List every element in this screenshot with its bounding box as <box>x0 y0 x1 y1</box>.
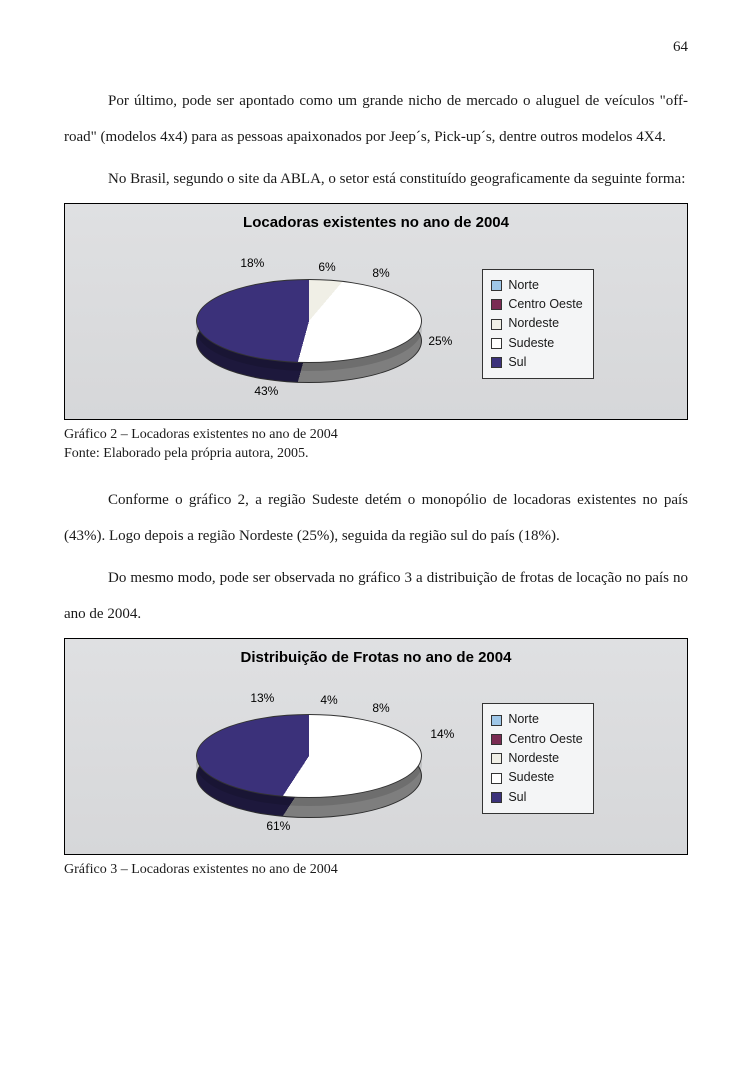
legend-label: Norte <box>508 276 539 295</box>
legend-item: Nordeste <box>491 749 582 768</box>
legend-item: Norte <box>491 276 582 295</box>
swatch-icon <box>491 773 502 784</box>
chart-2-label-norte: 4% <box>320 694 337 706</box>
chart-2-frame: Distribuição de Frotas no ano de 2004 13… <box>64 638 688 855</box>
chart-1-frame: Locadoras existentes no ano de 2004 18% … <box>64 203 688 420</box>
chart-2-caption: Gráfico 3 – Locadoras existentes no ano … <box>64 861 688 880</box>
chart-1-label-sul: 18% <box>240 257 264 269</box>
paragraph-2: No Brasil, segundo o site da ABLA, o set… <box>64 161 688 197</box>
legend-label: Sul <box>508 788 526 807</box>
swatch-icon <box>491 319 502 330</box>
legend-label: Nordeste <box>508 314 559 333</box>
swatch-icon <box>491 299 502 310</box>
swatch-icon <box>491 280 502 291</box>
swatch-icon <box>491 734 502 745</box>
chart-1-caption: Gráfico 2 – Locadoras existentes no ano … <box>64 426 688 464</box>
paragraph-3: Conforme o gráfico 2, a região Sudeste d… <box>64 482 688 554</box>
legend-item: Sudeste <box>491 334 582 353</box>
chart-2-title: Distribuição de Frotas no ano de 2004 <box>75 647 677 668</box>
chart-2-label-sudeste: 61% <box>266 820 290 832</box>
chart-1-label-nordeste: 25% <box>428 335 452 347</box>
chart-2-body: 13% 4% 8% 14% 61% Norte Centro Oeste Nor… <box>75 674 677 844</box>
chart-1-pie: 18% 6% 8% 25% 43% <box>158 239 458 409</box>
legend-item: Sudeste <box>491 768 582 787</box>
legend-item: Centro Oeste <box>491 295 582 314</box>
caption-line: Fonte: Elaborado pela própria autora, 20… <box>64 445 688 464</box>
legend-label: Sudeste <box>508 768 554 787</box>
swatch-icon <box>491 753 502 764</box>
legend-label: Nordeste <box>508 749 559 768</box>
swatch-icon <box>491 338 502 349</box>
chart-1-label-sudeste: 43% <box>254 385 278 397</box>
chart-1-title: Locadoras existentes no ano de 2004 <box>75 212 677 233</box>
legend-item: Nordeste <box>491 314 582 333</box>
chart-2-label-nordeste: 14% <box>430 728 454 740</box>
swatch-icon <box>491 357 502 368</box>
legend-label: Centro Oeste <box>508 295 582 314</box>
caption-line: Gráfico 2 – Locadoras existentes no ano … <box>64 426 688 445</box>
legend-label: Sudeste <box>508 334 554 353</box>
swatch-icon <box>491 715 502 726</box>
legend-label: Norte <box>508 710 539 729</box>
legend-item: Sul <box>491 788 582 807</box>
chart-1-label-co: 8% <box>372 267 389 279</box>
swatch-icon <box>491 792 502 803</box>
legend-label: Centro Oeste <box>508 730 582 749</box>
paragraph-4: Do mesmo modo, pode ser observada no grá… <box>64 560 688 632</box>
paragraph-1: Por último, pode ser apontado como um gr… <box>64 83 688 155</box>
chart-2-label-sul: 13% <box>250 692 274 704</box>
page-number: 64 <box>64 40 688 55</box>
chart-2-legend: Norte Centro Oeste Nordeste Sudeste Sul <box>482 703 593 814</box>
chart-1-label-norte: 6% <box>318 261 335 273</box>
legend-item: Centro Oeste <box>491 730 582 749</box>
chart-1-legend: Norte Centro Oeste Nordeste Sudeste Sul <box>482 269 593 380</box>
caption-line: Gráfico 3 – Locadoras existentes no ano … <box>64 861 688 880</box>
chart-2-label-co: 8% <box>372 702 389 714</box>
legend-label: Sul <box>508 353 526 372</box>
legend-item: Norte <box>491 710 582 729</box>
chart-1-body: 18% 6% 8% 25% 43% Norte Centro Oeste Nor… <box>75 239 677 409</box>
chart-2-pie: 13% 4% 8% 14% 61% <box>158 674 458 844</box>
legend-item: Sul <box>491 353 582 372</box>
